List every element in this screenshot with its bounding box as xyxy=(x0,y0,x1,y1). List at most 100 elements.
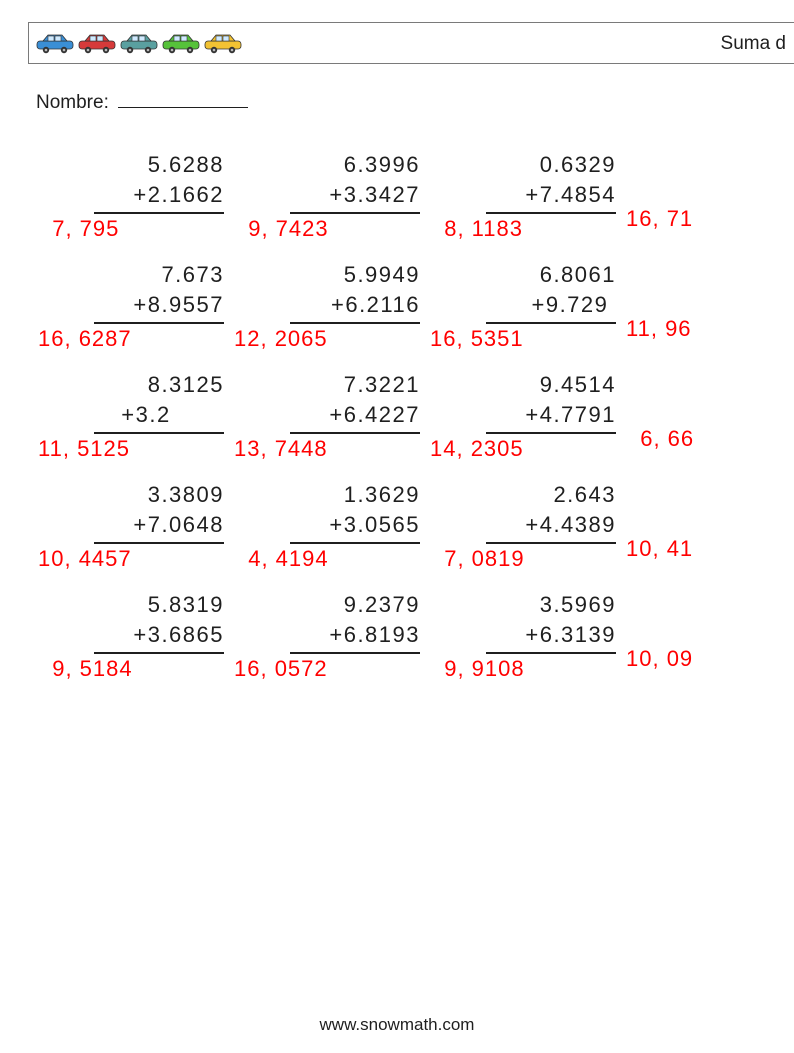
problem: 2.643+4.4389 7, 0819 xyxy=(430,480,626,572)
operand-b: +3.2 xyxy=(94,400,224,434)
answer: 16, 71 xyxy=(626,206,794,232)
problem: 0.6329+7.4854 8, 1183 xyxy=(430,150,626,242)
operand-a: 5.8319 xyxy=(94,590,224,620)
problem-row: 5.6288+2.1662 7, 7956.3996+3.3427 9, 742… xyxy=(38,150,794,242)
answer: 9, 7423 xyxy=(234,216,420,242)
problem: 3.5969+6.3139 9, 9108 xyxy=(430,590,626,682)
problem-row: 7.673+8.955716, 62875.9949+6.211612, 206… xyxy=(38,260,794,352)
answer: 13, 7448 xyxy=(234,436,420,462)
operand-b: +6.4227 xyxy=(290,400,420,434)
answer: 10, 4457 xyxy=(38,546,224,572)
operand-a: 3.3809 xyxy=(94,480,224,510)
operand-b: +7.0648 xyxy=(94,510,224,544)
answer: 12, 2065 xyxy=(234,326,420,352)
operands: 5.9949+6.2116 xyxy=(290,260,420,324)
operand-b: +6.2116 xyxy=(290,290,420,324)
operand-b: +6.8193 xyxy=(290,620,420,654)
problem: 3.3809+7.064810, 4457 xyxy=(38,480,234,572)
operands: 2.643+4.4389 xyxy=(486,480,616,544)
problem: 7.3221+6.422713, 7448 xyxy=(234,370,430,462)
problem: 5.6288+2.1662 7, 795 xyxy=(38,150,234,242)
name-field-label: Nombre: xyxy=(36,92,248,114)
operands: 1.3629+3.0565 xyxy=(290,480,420,544)
operand-b: +4.7791 xyxy=(486,400,616,434)
operands: 6.8061+9.729 xyxy=(486,260,616,324)
car-icon xyxy=(77,31,117,55)
answer: 16, 0572 xyxy=(234,656,420,682)
operand-a: 5.9949 xyxy=(290,260,420,290)
operand-a: 1.3629 xyxy=(290,480,420,510)
nombre-label: Nombre: xyxy=(36,92,109,113)
problem: 5.8319+3.6865 9, 5184 xyxy=(38,590,234,682)
problem: 6.8061+9.729 16, 5351 xyxy=(430,260,626,352)
problem-row: 3.3809+7.064810, 44571.3629+3.0565 4, 41… xyxy=(38,480,794,572)
answer: 6, 66 xyxy=(626,426,794,452)
operands: 5.6288+2.1662 xyxy=(94,150,224,214)
problem: 8.3125+3.2 11, 5125 xyxy=(38,370,234,462)
problem: 11, 96 xyxy=(626,260,794,352)
operand-a: 5.6288 xyxy=(94,150,224,180)
header-box: Suma d xyxy=(28,22,794,64)
operand-b: +3.0565 xyxy=(290,510,420,544)
operand-b: +2.1662 xyxy=(94,180,224,214)
answer: 16, 6287 xyxy=(38,326,224,352)
operand-a: 7.673 xyxy=(94,260,224,290)
answer: 7, 0819 xyxy=(430,546,616,572)
answer: 10, 41 xyxy=(626,536,794,562)
operand-a: 2.643 xyxy=(486,480,616,510)
car-icon xyxy=(119,31,159,55)
operands: 5.8319+3.6865 xyxy=(94,590,224,654)
operand-b: +3.6865 xyxy=(94,620,224,654)
answer: 11, 96 xyxy=(626,316,794,342)
problems-grid: 5.6288+2.1662 7, 7956.3996+3.3427 9, 742… xyxy=(38,150,794,700)
worksheet-title: Suma d xyxy=(721,33,786,55)
car-icons xyxy=(35,31,243,55)
answer: 9, 9108 xyxy=(430,656,616,682)
answer: 7, 795 xyxy=(38,216,224,242)
operand-a: 7.3221 xyxy=(290,370,420,400)
operand-a: 9.2379 xyxy=(290,590,420,620)
answer: 11, 5125 xyxy=(38,436,224,462)
operand-a: 6.8061 xyxy=(486,260,616,290)
name-blank-line[interactable] xyxy=(118,93,248,108)
problem: 9.2379+6.819316, 0572 xyxy=(234,590,430,682)
problem: 6, 66 xyxy=(626,370,794,462)
operand-a: 9.4514 xyxy=(486,370,616,400)
operands: 0.6329+7.4854 xyxy=(486,150,616,214)
answer: 10, 09 xyxy=(626,646,794,672)
operands: 3.3809+7.0648 xyxy=(94,480,224,544)
problem: 9.4514+4.779114, 2305 xyxy=(430,370,626,462)
operand-b: +3.3427 xyxy=(290,180,420,214)
problem: 7.673+8.955716, 6287 xyxy=(38,260,234,352)
worksheet-page: Suma d Nombre: 5.6288+2.1662 7, 7956.399… xyxy=(0,0,794,1053)
answer: 16, 5351 xyxy=(430,326,616,352)
car-icon xyxy=(161,31,201,55)
operands: 6.3996+3.3427 xyxy=(290,150,420,214)
operands: 7.673+8.9557 xyxy=(94,260,224,324)
problem-row: 5.8319+3.6865 9, 51849.2379+6.819316, 05… xyxy=(38,590,794,682)
operands: 3.5969+6.3139 xyxy=(486,590,616,654)
problem: 6.3996+3.3427 9, 7423 xyxy=(234,150,430,242)
operand-b: +6.3139 xyxy=(486,620,616,654)
operand-a: 3.5969 xyxy=(486,590,616,620)
problem-row: 8.3125+3.2 11, 51257.3221+6.422713, 7448… xyxy=(38,370,794,462)
operand-b: +4.4389 xyxy=(486,510,616,544)
answer: 14, 2305 xyxy=(430,436,616,462)
operand-a: 6.3996 xyxy=(290,150,420,180)
footer-url: www.snowmath.com xyxy=(0,1015,794,1035)
operands: 9.4514+4.7791 xyxy=(486,370,616,434)
problem: 1.3629+3.0565 4, 4194 xyxy=(234,480,430,572)
answer: 4, 4194 xyxy=(234,546,420,572)
car-icon xyxy=(203,31,243,55)
answer: 8, 1183 xyxy=(430,216,616,242)
problem: 16, 71 xyxy=(626,150,794,242)
operand-a: 8.3125 xyxy=(94,370,224,400)
operand-b: +8.9557 xyxy=(94,290,224,324)
operands: 9.2379+6.8193 xyxy=(290,590,420,654)
car-icon xyxy=(35,31,75,55)
answer: 9, 5184 xyxy=(38,656,224,682)
operands: 7.3221+6.4227 xyxy=(290,370,420,434)
operand-b: +7.4854 xyxy=(486,180,616,214)
operand-a: 0.6329 xyxy=(486,150,616,180)
problem: 5.9949+6.211612, 2065 xyxy=(234,260,430,352)
